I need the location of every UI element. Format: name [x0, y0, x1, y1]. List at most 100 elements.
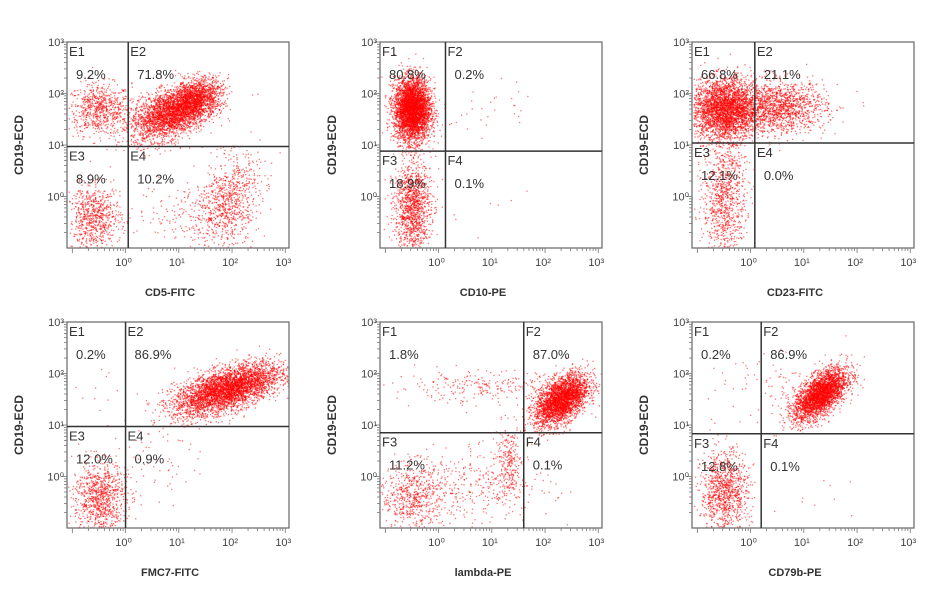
event-point	[168, 91, 170, 94]
event-point	[122, 89, 124, 91]
event-point	[154, 120, 156, 122]
event-point	[162, 98, 165, 100]
event-point	[195, 90, 198, 92]
event-point	[158, 110, 160, 112]
event-point	[124, 229, 126, 232]
event-point	[84, 98, 86, 100]
event-point	[180, 103, 183, 105]
event-point	[151, 122, 153, 124]
event-point	[158, 117, 160, 119]
event-point	[96, 117, 98, 120]
event-point	[172, 117, 174, 120]
event-point	[159, 122, 161, 124]
event-point	[192, 82, 195, 84]
event-point	[84, 227, 86, 229]
event-point	[152, 137, 154, 139]
event-point	[227, 97, 229, 100]
event-point	[86, 214, 89, 216]
event-point	[91, 106, 93, 108]
event-point	[93, 114, 95, 116]
event-point	[137, 143, 139, 145]
event-point	[175, 98, 177, 100]
event-point	[155, 114, 157, 116]
event-point	[179, 93, 181, 95]
event-point	[107, 118, 109, 120]
event-point	[149, 128, 151, 130]
event-point	[95, 111, 97, 114]
event-point	[98, 109, 100, 111]
event-point	[196, 101, 198, 103]
event-point	[83, 230, 85, 233]
event-point	[196, 114, 199, 116]
event-point	[152, 117, 154, 119]
event-point	[104, 77, 106, 79]
event-point	[144, 133, 146, 135]
event-point	[186, 115, 188, 117]
event-point	[110, 93, 112, 96]
event-point	[173, 109, 175, 111]
event-point	[82, 111, 85, 113]
event-point	[108, 217, 110, 219]
event-point	[87, 125, 89, 127]
event-point	[86, 95, 89, 98]
event-point	[72, 101, 74, 103]
event-point	[198, 95, 200, 97]
event-point	[91, 218, 93, 220]
event-point	[120, 116, 122, 118]
event-point	[150, 101, 152, 103]
event-point	[144, 137, 146, 139]
event-point	[190, 107, 193, 109]
event-point	[91, 101, 93, 103]
event-point	[199, 98, 201, 100]
event-point	[97, 98, 99, 100]
event-point	[143, 118, 145, 120]
event-point	[145, 99, 147, 101]
event-point	[203, 109, 205, 111]
event-point	[156, 120, 159, 123]
event-point	[150, 105, 152, 107]
event-point	[174, 121, 176, 124]
event-point	[152, 120, 154, 122]
event-point	[175, 103, 177, 106]
event-point	[199, 70, 201, 73]
event-point	[171, 91, 173, 93]
event-point	[146, 121, 148, 123]
event-point	[103, 117, 105, 119]
event-point	[145, 102, 147, 104]
event-point	[150, 125, 152, 127]
event-point	[97, 178, 100, 180]
event-point	[135, 107, 137, 109]
event-point	[106, 227, 108, 229]
event-point	[100, 123, 103, 125]
event-point	[173, 107, 175, 109]
event-point	[204, 95, 206, 97]
event-point	[158, 116, 160, 118]
event-point	[109, 104, 111, 106]
event-point	[117, 117, 119, 119]
event-point	[177, 107, 179, 110]
event-point	[176, 88, 178, 90]
event-point	[87, 208, 89, 211]
event-point	[208, 106, 211, 109]
event-point	[168, 104, 170, 106]
event-point	[153, 133, 155, 136]
event-point	[167, 127, 170, 130]
event-point	[136, 123, 138, 125]
event-point	[93, 109, 95, 111]
event-point	[122, 90, 125, 92]
event-point	[89, 185, 91, 187]
event-point	[207, 87, 210, 89]
event-point	[82, 152, 84, 154]
event-point	[210, 108, 212, 110]
event-point	[166, 91, 168, 93]
event-point	[143, 122, 145, 124]
event-point	[133, 114, 135, 117]
event-point	[180, 113, 182, 115]
event-point	[116, 98, 118, 101]
event-point	[185, 124, 187, 126]
event-point	[130, 143, 133, 146]
event-point	[97, 215, 99, 217]
event-point	[204, 99, 206, 102]
event-point	[186, 104, 188, 106]
event-point	[163, 86, 166, 89]
